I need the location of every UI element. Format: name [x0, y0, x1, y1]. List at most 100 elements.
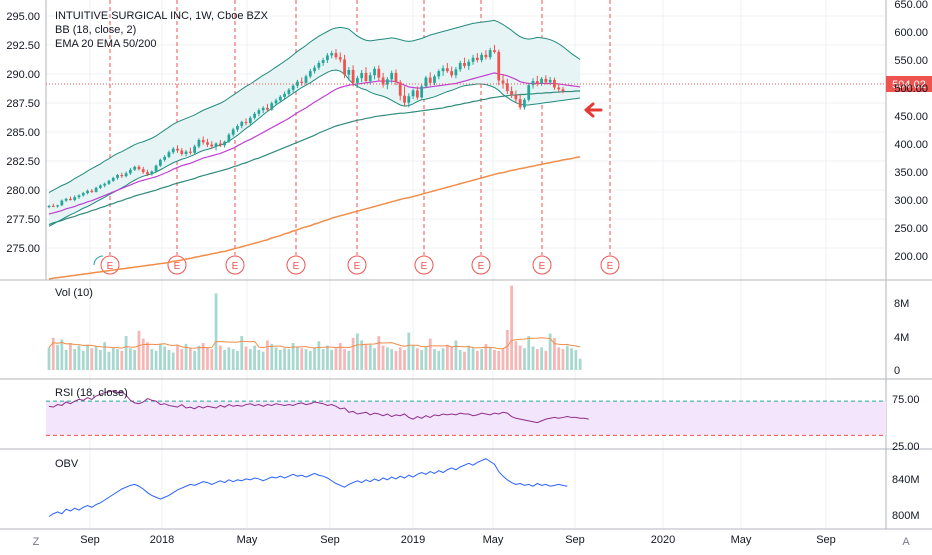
candle[interactable] — [364, 67, 368, 84]
candle[interactable] — [493, 44, 496, 54]
candle[interactable] — [146, 169, 149, 177]
candle[interactable] — [433, 74, 436, 86]
candle[interactable] — [278, 95, 282, 103]
candle[interactable] — [471, 54, 475, 65]
candle[interactable] — [51, 203, 55, 208]
candle[interactable] — [317, 60, 321, 70]
candle[interactable] — [248, 116, 252, 125]
candle[interactable] — [270, 101, 274, 111]
candle[interactable] — [441, 65, 445, 76]
candle[interactable] — [505, 78, 509, 94]
candle[interactable] — [385, 77, 389, 90]
candle[interactable] — [514, 90, 518, 103]
candle[interactable] — [60, 199, 64, 206]
candle[interactable] — [103, 182, 107, 188]
candle[interactable] — [141, 166, 145, 174]
candle[interactable] — [351, 65, 355, 87]
candle[interactable] — [257, 108, 261, 117]
bb-legend[interactable]: BB (18, close, 2) — [55, 24, 137, 36]
candle[interactable] — [420, 84, 424, 99]
candle[interactable] — [510, 86, 513, 98]
candle[interactable] — [99, 184, 102, 189]
earnings-circle[interactable] — [225, 255, 245, 275]
candle[interactable] — [347, 67, 351, 81]
candle[interactable] — [373, 66, 376, 80]
candle[interactable] — [180, 148, 184, 156]
candle[interactable] — [398, 79, 402, 101]
candle[interactable] — [411, 88, 415, 100]
candle[interactable] — [445, 63, 449, 73]
candle[interactable] — [381, 72, 385, 88]
candle[interactable] — [274, 98, 278, 106]
candle[interactable] — [527, 82, 531, 102]
candle[interactable] — [557, 84, 561, 93]
candle[interactable] — [94, 186, 98, 193]
candle[interactable] — [218, 140, 222, 147]
candle[interactable] — [334, 49, 338, 60]
candle[interactable] — [330, 50, 334, 59]
candle[interactable] — [544, 75, 548, 85]
ema-legend[interactable]: EMA 20 EMA 50/200 — [55, 38, 157, 50]
candle[interactable] — [77, 194, 81, 199]
candle[interactable] — [480, 52, 484, 63]
candle[interactable] — [296, 79, 299, 89]
candle[interactable] — [133, 165, 137, 171]
candle[interactable] — [111, 176, 115, 182]
candle[interactable] — [150, 170, 154, 176]
candle[interactable] — [454, 67, 458, 79]
candle[interactable] — [227, 133, 231, 143]
auto-scale-button[interactable]: A — [898, 534, 914, 548]
candle[interactable] — [535, 75, 539, 87]
candle[interactable] — [356, 75, 359, 88]
candle[interactable] — [176, 145, 179, 153]
candle[interactable] — [188, 147, 192, 155]
candle[interactable] — [377, 65, 381, 82]
candle[interactable] — [304, 74, 308, 85]
earnings-circle[interactable] — [532, 255, 552, 275]
candle[interactable] — [283, 91, 286, 100]
candle[interactable] — [69, 196, 72, 201]
candle[interactable] — [73, 195, 77, 202]
candle[interactable] — [236, 124, 239, 132]
zoom-button[interactable]: Z — [28, 534, 44, 548]
candle[interactable] — [437, 69, 441, 80]
candle[interactable] — [394, 69, 398, 86]
candle[interactable] — [197, 138, 201, 149]
candle[interactable] — [214, 142, 218, 151]
candle[interactable] — [244, 118, 248, 126]
candle[interactable] — [343, 54, 346, 79]
candle[interactable] — [501, 74, 505, 89]
candle[interactable] — [120, 172, 124, 178]
candle[interactable] — [368, 72, 372, 85]
candle[interactable] — [47, 204, 51, 209]
candle[interactable] — [171, 147, 175, 154]
earnings-circle[interactable] — [471, 255, 491, 275]
candle[interactable] — [463, 57, 466, 69]
candle[interactable] — [90, 189, 94, 194]
candle[interactable] — [484, 50, 488, 60]
candle[interactable] — [261, 106, 265, 114]
candle[interactable] — [458, 60, 462, 72]
candle[interactable] — [403, 86, 406, 107]
candle[interactable] — [266, 103, 269, 112]
candle[interactable] — [201, 136, 205, 145]
candle[interactable] — [553, 77, 556, 90]
candle[interactable] — [81, 191, 85, 197]
candle[interactable] — [231, 127, 235, 137]
candle[interactable] — [253, 112, 256, 120]
candle[interactable] — [287, 88, 291, 96]
candle[interactable] — [206, 138, 209, 147]
candle[interactable] — [497, 49, 501, 86]
candle[interactable] — [467, 59, 471, 71]
candle[interactable] — [128, 168, 132, 175]
candle[interactable] — [523, 98, 526, 110]
candle[interactable] — [531, 78, 535, 89]
candle[interactable] — [116, 173, 119, 180]
earnings-circle[interactable] — [414, 255, 434, 275]
earnings-circle[interactable] — [347, 255, 367, 275]
candle[interactable] — [360, 70, 364, 83]
candle[interactable] — [475, 53, 479, 63]
candle[interactable] — [64, 197, 68, 202]
candle[interactable] — [193, 144, 197, 154]
